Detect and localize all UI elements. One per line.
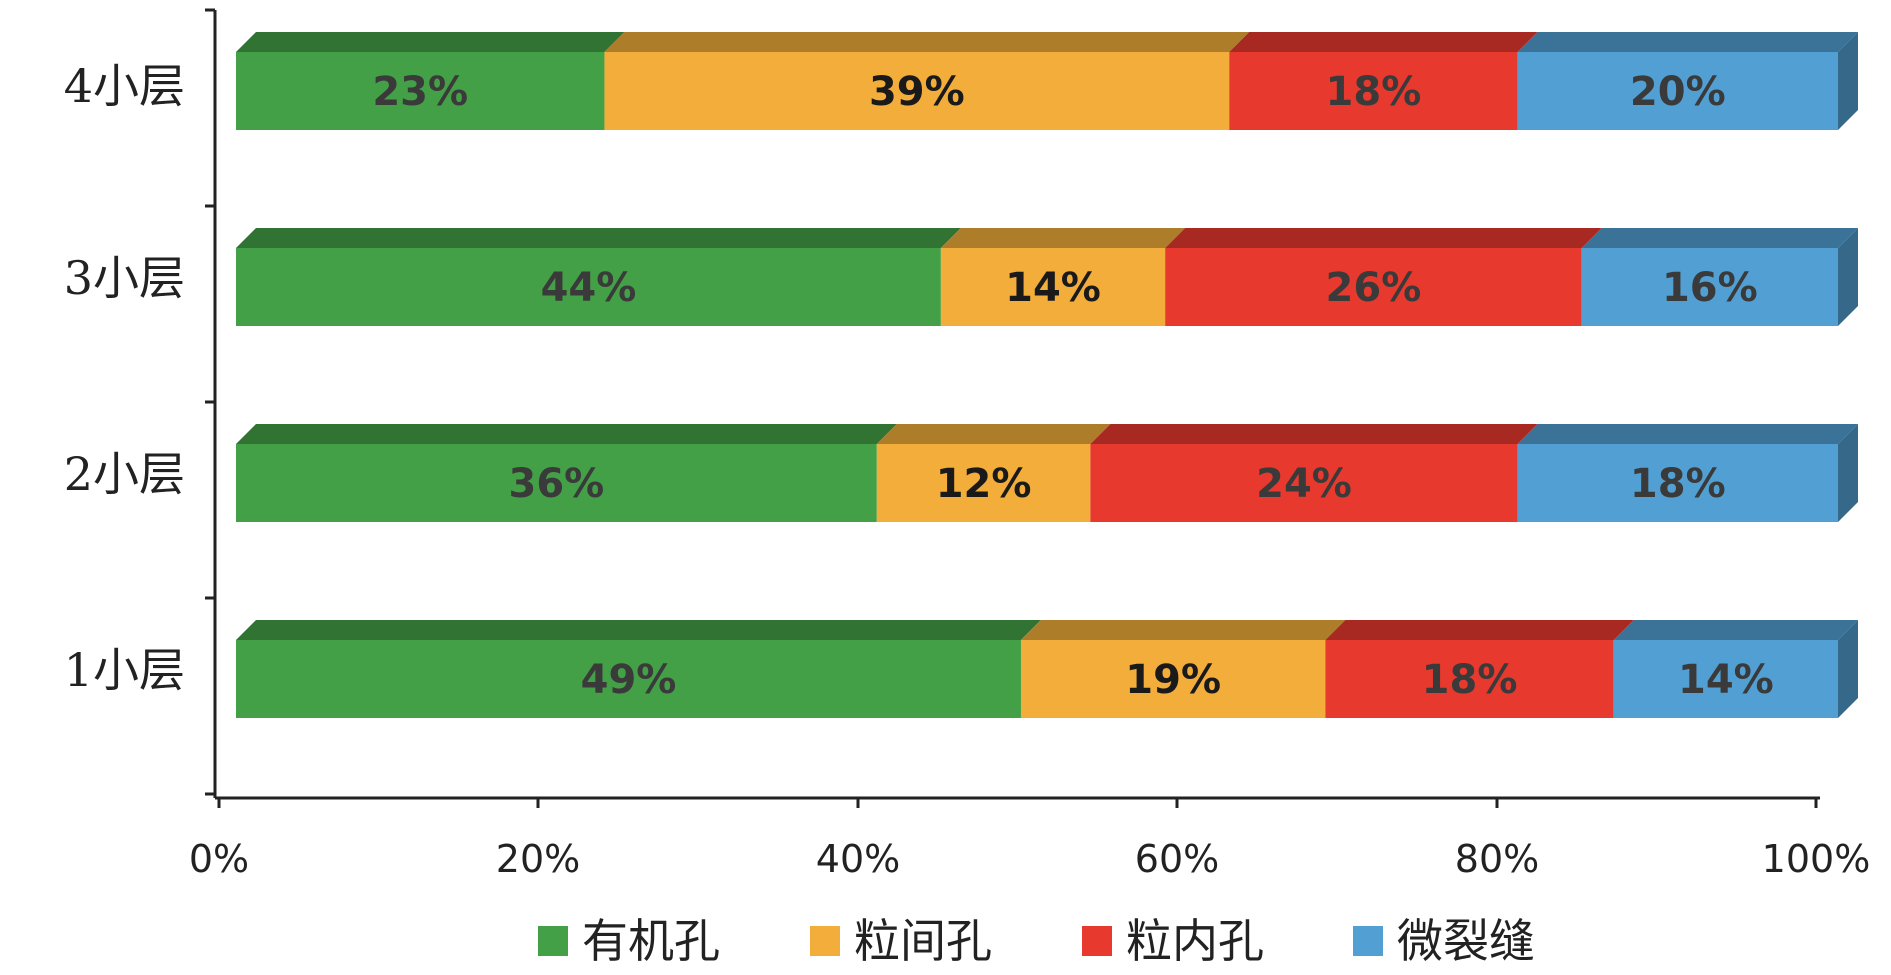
- bar-top-face-1-4: [236, 32, 625, 52]
- bar-top-face-4-2: [1517, 424, 1858, 444]
- bar-top-face-4-1: [1613, 620, 1858, 640]
- category-label: 1小层: [64, 643, 185, 697]
- data-label: 24%: [1256, 461, 1352, 507]
- legend-label: 微裂缝: [1397, 914, 1535, 968]
- bars-layer: 49% 19% 18% 14% 36% 12% 24% 18% 44% 14% 26% 16% 23% 3…: [236, 32, 1858, 718]
- bar-side-face-3: [1838, 228, 1858, 326]
- bar-segment-3-3: [1165, 248, 1582, 326]
- bar-top-face-2-1: [1020, 620, 1346, 640]
- data-label: 20%: [1630, 69, 1726, 115]
- data-label: 36%: [509, 461, 605, 507]
- legend-swatch: [1353, 926, 1383, 956]
- bar-top-face-1-1: [236, 620, 1041, 640]
- x-tick-label: 60%: [1135, 837, 1219, 881]
- data-label: 23%: [372, 69, 468, 115]
- bar-segment-1-1: [236, 640, 1021, 718]
- bar-top-face-4-3: [1581, 228, 1858, 248]
- bar-top-face-4-4: [1517, 32, 1858, 52]
- data-label: 18%: [1326, 69, 1422, 115]
- x-tick-label: 100%: [1762, 837, 1871, 881]
- legend-swatch: [810, 926, 840, 956]
- bar-segment-2-1: [1020, 640, 1326, 718]
- bar-segment-2-4: [604, 52, 1230, 130]
- data-label: 44%: [541, 265, 637, 311]
- bar-segment-3-4: [1229, 52, 1518, 130]
- legend-label: 粒间孔: [854, 914, 992, 968]
- bar-segment-2-3: [940, 248, 1166, 326]
- bar-top-face-3-1: [1325, 620, 1634, 640]
- x-tick-label: 0%: [189, 837, 249, 881]
- bar-segment-3-1: [1325, 640, 1614, 718]
- data-label: 12%: [936, 461, 1032, 507]
- bar-top-face-2-4: [604, 32, 1250, 52]
- x-tick-label: 20%: [496, 837, 580, 881]
- category-label: 4小层: [64, 59, 185, 113]
- bar-segment-3-2: [1090, 444, 1518, 522]
- bar-segment-4-4: [1517, 52, 1838, 130]
- data-label: 18%: [1630, 461, 1726, 507]
- legend-label: 粒内孔: [1126, 914, 1264, 968]
- bar-top-face-3-3: [1165, 228, 1602, 248]
- category-label: 2小层: [64, 447, 185, 501]
- bar-top-face-2-3: [940, 228, 1186, 248]
- x-tick-label: 40%: [816, 837, 900, 881]
- bar-segment-4-1: [1613, 640, 1838, 718]
- legend-swatch: [538, 926, 568, 956]
- bar-segment-1-2: [236, 444, 877, 522]
- bar-segment-1-4: [236, 52, 605, 130]
- data-label: 14%: [1678, 657, 1774, 703]
- axis-layer: 1小层 2小层 3小层 4小层 0% 20% 40% 60% 80% 100%: [64, 8, 1871, 881]
- bar-top-face-3-2: [1090, 424, 1538, 444]
- bar-side-face-2: [1838, 424, 1858, 522]
- legend-swatch: [1082, 926, 1112, 956]
- bar-segment-4-3: [1581, 248, 1838, 326]
- bar-top-face-2-2: [876, 424, 1111, 444]
- data-label: 19%: [1125, 657, 1221, 703]
- category-label: 3小层: [64, 251, 185, 305]
- bar-segment-1-3: [236, 248, 941, 326]
- bar-side-face-4: [1838, 32, 1858, 130]
- bar-top-face-1-2: [236, 424, 897, 444]
- legend-label: 有机孔: [582, 914, 720, 968]
- data-label: 49%: [581, 657, 677, 703]
- bar-side-face-1: [1838, 620, 1858, 718]
- data-label: 39%: [869, 69, 965, 115]
- data-label: 14%: [1005, 265, 1101, 311]
- bar-segment-2-2: [876, 444, 1091, 522]
- bar-segment-4-2: [1517, 444, 1838, 522]
- data-label: 26%: [1326, 265, 1422, 311]
- x-tick-label: 80%: [1455, 837, 1539, 881]
- bar-top-face-1-3: [236, 228, 961, 248]
- data-label: 16%: [1662, 265, 1758, 311]
- bar-top-face-3-4: [1229, 32, 1538, 52]
- legend: 有机孔 粒间孔 粒内孔 微裂缝: [538, 914, 1535, 968]
- data-label: 18%: [1422, 657, 1518, 703]
